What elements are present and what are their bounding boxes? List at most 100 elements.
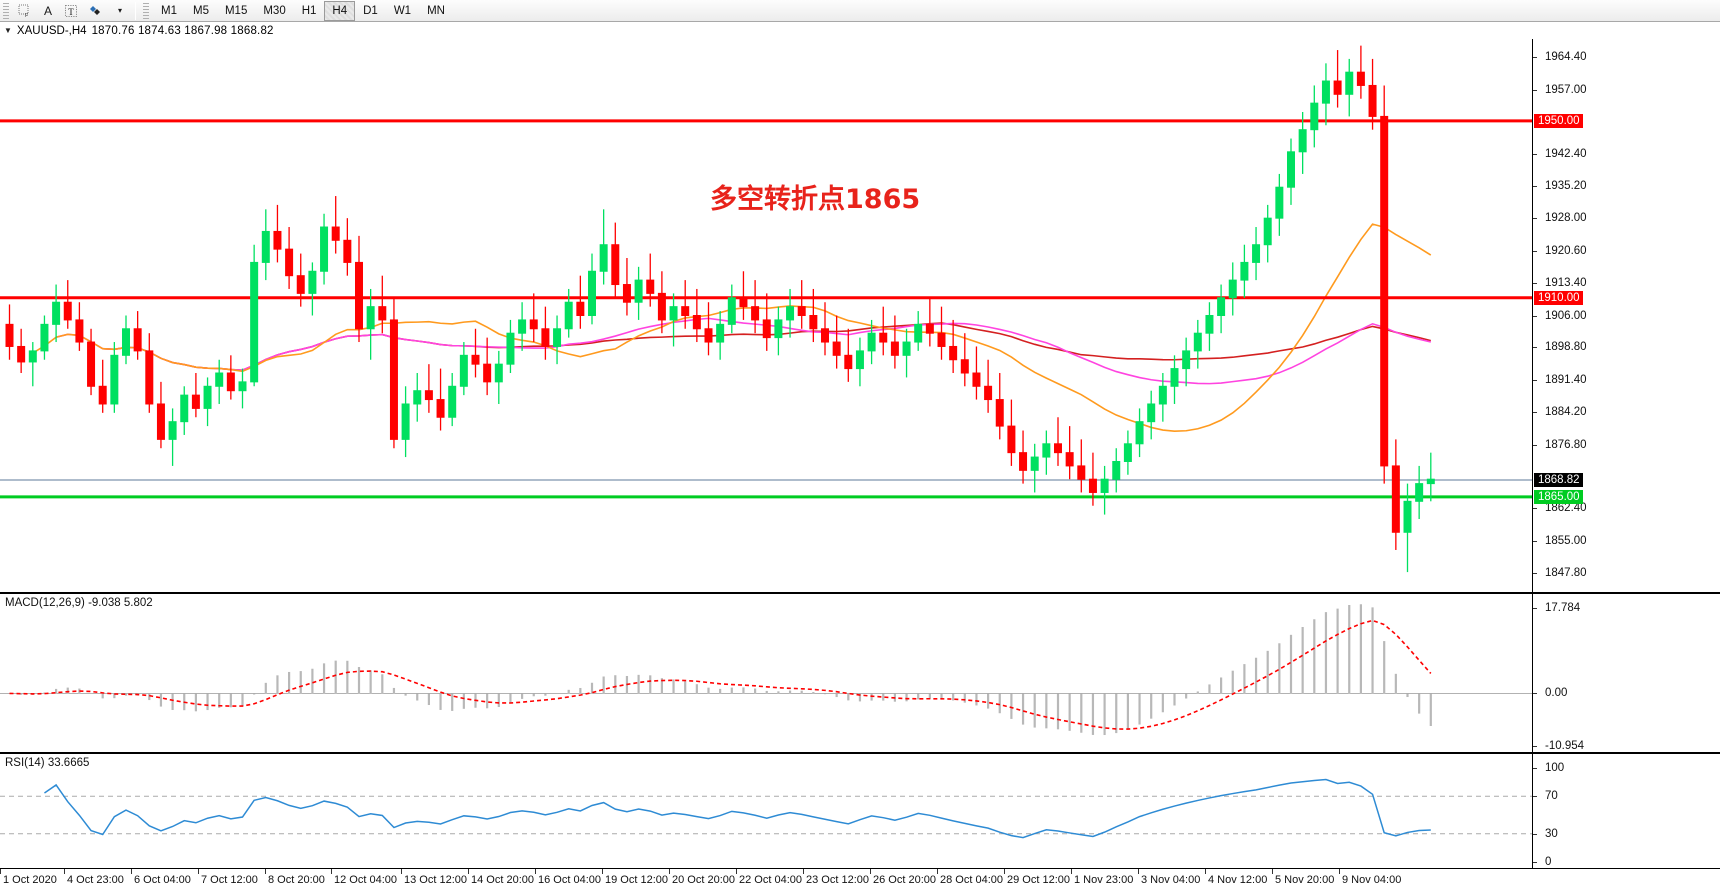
- price-axis-label: 1964.40: [1545, 51, 1587, 64]
- price-axis-label: 1847.80: [1545, 566, 1587, 579]
- macd-pane[interactable]: MACD(12,26,9) -9.038 5.802: [0, 592, 1532, 752]
- time-axis-label: 29 Oct 12:00: [1007, 874, 1070, 886]
- timeframe-d1[interactable]: D1: [363, 4, 378, 17]
- timeframe-h1[interactable]: H1: [301, 4, 317, 17]
- price-axis-tick: [1533, 541, 1537, 543]
- price-chart-pane[interactable]: 多空转折点1865 ⌄: [0, 39, 1532, 592]
- rsi-axis-tick: [1533, 862, 1537, 863]
- rsi-axis-label: 0: [1545, 856, 1552, 868]
- crosshair-tool-icon[interactable]: F: [13, 1, 37, 21]
- price-axis-tick: [1533, 411, 1537, 413]
- time-axis-label: 1 Nov 23:00: [1074, 874, 1134, 886]
- price-axis[interactable]: 1964.40 1957.00 1942.40 1935.20 1928.00 1920.…: [1532, 39, 1720, 592]
- time-axis-tick: [602, 869, 603, 874]
- time-axis-tick: [468, 869, 469, 874]
- time-axis-label: 22 Oct 04:00: [739, 874, 802, 886]
- time-axis-label: 9 Nov 04:00: [1342, 874, 1402, 886]
- price-axis-label: 1942.40: [1545, 148, 1587, 161]
- timeframe-h4[interactable]: H4: [324, 0, 356, 21]
- timeframe-m5[interactable]: M5: [192, 4, 209, 17]
- time-axis-label: 26 Oct 20:00: [873, 874, 936, 886]
- macd-axis-tick: [1533, 608, 1537, 609]
- toolbar-separator: [135, 1, 136, 20]
- time-axis-label: 28 Oct 04:00: [940, 874, 1003, 886]
- price-axis-tick: [1533, 347, 1537, 349]
- timeframe-w1[interactable]: W1: [393, 4, 412, 17]
- shapes-tool-button[interactable]: [83, 1, 109, 21]
- time-axis-tick: [265, 869, 266, 874]
- rsi-axis-tick: [1533, 833, 1537, 835]
- time-axis-label: 4 Nov 12:00: [1208, 874, 1268, 886]
- time-axis-tick: [1071, 869, 1072, 874]
- rsi-axis-tick: [1533, 768, 1537, 769]
- shapes-tool-icon: [90, 5, 100, 15]
- macd-axis: 17.784 0.00 -10.954: [1532, 592, 1720, 752]
- macd-canvas: [0, 604, 1532, 736]
- rsi-axis-label: 30: [1545, 827, 1558, 840]
- rsi-axis-tick: [1533, 796, 1537, 798]
- price-axis-tick: [1533, 572, 1537, 574]
- time-axis-label: 3 Nov 04:00: [1141, 874, 1201, 886]
- symbol-collapse-caret[interactable]: ▼: [4, 26, 12, 35]
- time-axis-label: 16 Oct 04:00: [538, 874, 601, 886]
- toolbar-grip[interactable]: [2, 1, 11, 20]
- price-chart-canvas: [0, 45, 1532, 573]
- time-axis-label: 6 Oct 04:00: [134, 874, 191, 886]
- time-axis-label: 14 Oct 20:00: [471, 874, 534, 886]
- label-tool-icon: T: [65, 4, 77, 17]
- price-axis-tick: [1533, 444, 1537, 446]
- timeframe-m30[interactable]: M30: [263, 4, 286, 17]
- price-axis-label: 1906.00: [1545, 309, 1587, 322]
- shapes-dropdown-button[interactable]: ▾: [109, 1, 131, 21]
- symbol-name: XAUUSD-,H4: [16, 24, 87, 37]
- time-axis-tick: [64, 869, 65, 874]
- midline-level-tag[interactable]: 1910.00: [1534, 290, 1583, 305]
- text-tool-button[interactable]: A: [37, 1, 59, 21]
- rsi-axis-label: 100: [1545, 762, 1565, 774]
- support-level-tag[interactable]: 1865.00: [1534, 489, 1583, 504]
- time-axis-label: 19 Oct 12:00: [605, 874, 668, 886]
- current-price-tag[interactable]: 1868.82: [1534, 472, 1583, 487]
- crosshair-glyph: F: [18, 4, 29, 18]
- timeframe-m1[interactable]: M1: [161, 4, 177, 17]
- rsi-pane[interactable]: RSI(14) 33.6665: [0, 752, 1532, 868]
- timeframe-grip[interactable]: [142, 1, 151, 20]
- price-axis-label: 1884.20: [1545, 405, 1587, 418]
- svg-text:F: F: [25, 13, 28, 18]
- time-axis-label: 8 Oct 20:00: [268, 874, 325, 886]
- timeframe-mn[interactable]: MN: [427, 4, 445, 17]
- label-tool-button[interactable]: T: [59, 1, 83, 21]
- chart-annotation-text: 多空转折点1865: [710, 184, 921, 215]
- time-axis-tick: [1004, 869, 1005, 874]
- price-axis-label: 1891.40: [1545, 374, 1587, 387]
- macd-axis-label: -10.954: [1545, 740, 1585, 752]
- time-axis-tick: [736, 869, 737, 874]
- symbol-ohlc-values: 1870.76 1874.63 1867.98 1868.82: [91, 24, 274, 37]
- time-axis-label: 1 Oct 2020: [3, 874, 57, 886]
- price-axis-label: 1876.80: [1545, 438, 1587, 451]
- macd-axis-tick: [1533, 693, 1537, 695]
- time-axis-tick: [535, 869, 536, 874]
- chevron-down-icon: ▾: [117, 6, 122, 15]
- time-axis-tick: [1138, 869, 1139, 874]
- price-axis-label: 1935.20: [1545, 180, 1587, 193]
- time-axis[interactable]: 1 Oct 2020 4 Oct 23:00 6 Oct 04:00 7 Oct 12…: [0, 868, 1720, 894]
- price-axis-tick: [1533, 282, 1537, 284]
- symbol-info-bar: ▼ XAUUSD-,H4 1870.76 1874.63 1867.98 186…: [0, 22, 1720, 39]
- time-axis-tick: [1339, 869, 1340, 874]
- time-axis-tick: [937, 869, 938, 874]
- time-axis-tick: [870, 869, 871, 874]
- timeframe-m15[interactable]: M15: [224, 4, 248, 17]
- time-axis-label: 7 Oct 12:00: [201, 874, 258, 886]
- price-axis-tick: [1533, 380, 1537, 382]
- macd-title: MACD(12,26,9) -9.038 5.802: [5, 597, 153, 609]
- time-axis-tick: [331, 869, 332, 874]
- time-axis-tick: [131, 869, 132, 874]
- time-axis-tick: [803, 869, 804, 874]
- time-axis-label: 20 Oct 20:00: [672, 874, 735, 886]
- price-axis-tick: [1533, 57, 1537, 59]
- time-axis-tick: [1272, 869, 1273, 874]
- resistance-level-tag[interactable]: 1950.00: [1534, 113, 1583, 128]
- price-axis-tick: [1533, 250, 1537, 252]
- time-axis-tick: [198, 869, 199, 874]
